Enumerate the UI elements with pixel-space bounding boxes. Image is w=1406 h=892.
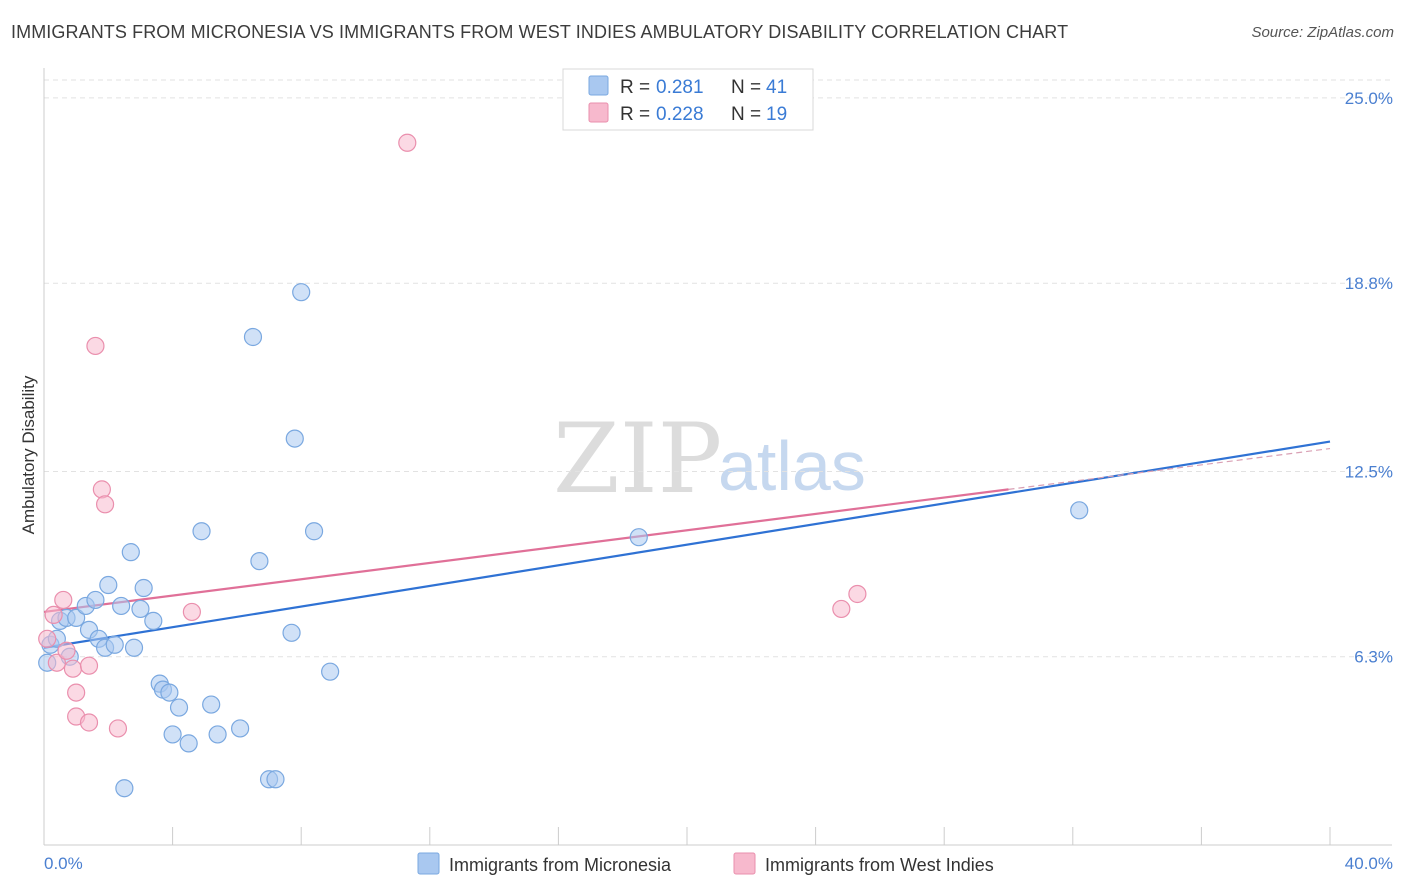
point-micronesia-23	[163, 725, 182, 744]
trend-line-1	[43, 488, 1009, 614]
legend-n-label-micronesia: N =	[731, 77, 761, 98]
y-tick-label-1: 12.5%	[1345, 462, 1393, 481]
point-west-indies-17	[848, 584, 867, 604]
bottom-legend-label-west-indies: Immigrants from West Indies	[765, 855, 994, 875]
legend-swatch-west-indies	[588, 102, 609, 123]
point-west-indies-12	[108, 719, 128, 738]
point-west-indies-11	[95, 495, 115, 514]
point-micronesia-14	[112, 596, 131, 616]
point-micronesia-19	[144, 611, 163, 630]
point-micronesia-6	[67, 608, 86, 627]
point-micronesia-26	[192, 522, 211, 541]
legend-r-value-micronesia: 0.281	[656, 77, 704, 98]
point-micronesia-29	[231, 719, 250, 738]
bottom-legend-swatch-micronesia	[417, 852, 440, 875]
point-micronesia-39	[321, 662, 340, 681]
point-west-indies-0	[38, 629, 57, 648]
watermark-zip: ZIP	[553, 403, 722, 515]
point-micronesia-31	[243, 327, 263, 347]
legend-r-label-west-indies: R =	[620, 104, 650, 125]
y-tick-label-2: 18.8%	[1345, 274, 1393, 293]
point-micronesia-22	[160, 683, 179, 702]
point-west-indies-2	[47, 653, 66, 672]
legend-n-value-west-indies: 19	[766, 104, 787, 125]
point-west-indies-3	[54, 590, 73, 610]
point-micronesia-41	[1070, 501, 1089, 520]
trend-line-extension	[1008, 447, 1331, 490]
point-west-indies-14	[182, 602, 201, 622]
gridlines	[44, 79, 1392, 658]
point-micronesia-28	[208, 725, 227, 744]
y-axis-label: Ambulatory Disability	[19, 375, 38, 534]
y-tick-labels: 6.3% 12.5% 18.8% 25.0%	[1345, 89, 1393, 667]
x-tick-label-min: 0.0%	[44, 854, 83, 873]
bottom-legend-label-micronesia: Immigrants from Micronesia	[449, 855, 672, 875]
point-micronesia-24	[169, 698, 189, 717]
legend: R = 0.281 N = 41 R = 0.228 N = 19	[562, 68, 814, 131]
point-west-indies-1	[44, 605, 63, 625]
legend-n-value-micronesia: 41	[766, 77, 787, 98]
point-west-indies-13	[86, 336, 105, 356]
legend-r-value-west-indies: 0.228	[656, 104, 704, 125]
point-micronesia-35	[282, 623, 301, 642]
legend-swatch-micronesia	[588, 75, 609, 96]
axes	[43, 68, 1392, 846]
bottom-legend: Immigrants from Micronesia Immigrants fr…	[417, 852, 994, 875]
point-west-indies-16	[832, 599, 851, 619]
source-credit: Source: ZipAtlas.com	[1251, 24, 1394, 41]
point-west-indies-9	[79, 656, 99, 675]
point-west-indies-4	[57, 641, 76, 660]
point-micronesia-9	[86, 590, 105, 610]
trend-line-0	[43, 440, 1331, 649]
legend-r-label-micronesia: R =	[620, 77, 650, 98]
point-micronesia-15	[121, 543, 140, 562]
point-micronesia-30	[115, 779, 134, 798]
point-micronesia-38	[304, 522, 324, 541]
point-micronesia-13	[105, 635, 124, 654]
point-west-indies-8	[79, 713, 99, 732]
chart-title: IMMIGRANTS FROM MICRONESIA VS IMMIGRANTS…	[11, 22, 1069, 42]
point-west-indies-10	[92, 480, 111, 499]
point-micronesia-34	[266, 770, 285, 789]
point-west-indies-6	[67, 683, 86, 702]
point-west-indies-5	[63, 659, 83, 678]
point-micronesia-12	[99, 575, 118, 595]
y-tick-label-0: 6.3%	[1354, 648, 1393, 667]
point-micronesia-18	[134, 578, 153, 598]
point-micronesia-25	[179, 734, 198, 753]
data-points	[38, 133, 1089, 798]
point-micronesia-27	[202, 695, 221, 714]
point-micronesia-17	[131, 599, 150, 619]
point-micronesia-37	[292, 283, 311, 302]
y-tick-label-3: 25.0%	[1345, 89, 1393, 108]
x-tick-label-max: 40.0%	[1345, 854, 1393, 873]
point-micronesia-36	[285, 429, 304, 448]
legend-n-label-west-indies: N =	[731, 104, 761, 125]
point-micronesia-16	[124, 638, 144, 657]
point-micronesia-40	[629, 528, 648, 547]
trend-lines	[43, 440, 1331, 649]
watermark-atlas: atlas	[718, 427, 866, 505]
point-micronesia-32	[250, 552, 269, 571]
bottom-legend-swatch-west-indies	[733, 852, 756, 875]
point-west-indies-15	[398, 133, 417, 152]
